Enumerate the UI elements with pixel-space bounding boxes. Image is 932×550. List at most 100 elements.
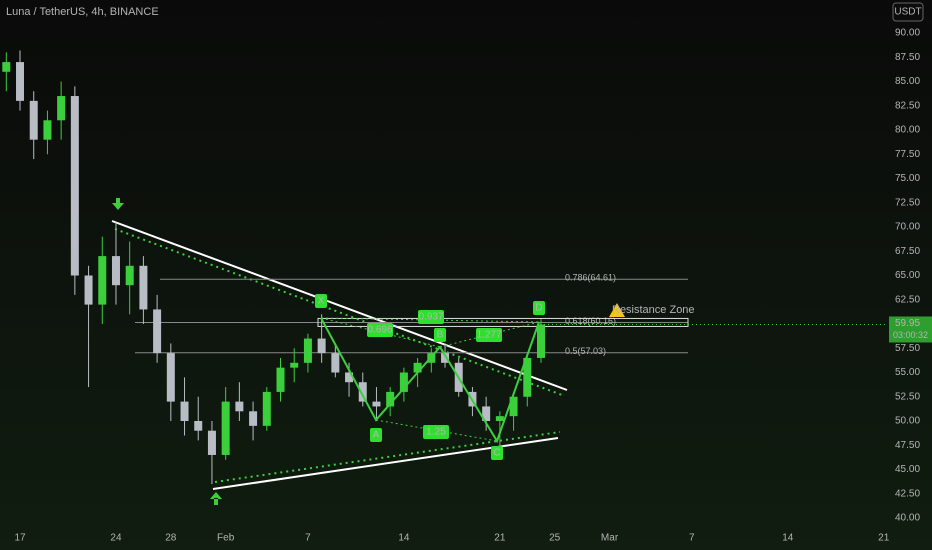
x-tick-label: 21 — [494, 533, 506, 544]
pattern-point-box — [491, 446, 503, 460]
candle-body — [262, 391, 271, 426]
fib-label: 0.786(64.61) — [565, 273, 616, 283]
x-tick-label: 25 — [549, 533, 561, 544]
x-tick-label: Feb — [217, 533, 235, 544]
candle-body — [166, 353, 175, 402]
candle-body — [482, 406, 491, 422]
last-price: 59.95 — [895, 318, 920, 329]
pattern-point-label: A — [373, 430, 380, 441]
candle-body — [207, 430, 216, 455]
candle-body — [345, 372, 354, 383]
y-tick-label: 70.00 — [895, 222, 920, 233]
currency-box — [892, 2, 924, 22]
pattern-ratio-box — [423, 425, 449, 439]
y-tick-label: 52.50 — [895, 391, 920, 402]
pattern-ratio-label: 1.25 — [426, 427, 446, 438]
y-tick-label: 57.50 — [895, 343, 920, 354]
x-tick-label: 24 — [110, 533, 122, 544]
plot: 40.00 42.50 45.00 47.50 50.00 52.50 55.00 57.50… — [2, 3, 920, 544]
fib-label: 0.5(57.03) — [565, 346, 606, 356]
zone-label: Resistance Zone — [612, 304, 695, 316]
candle-body — [29, 100, 38, 140]
candle-body — [290, 362, 299, 368]
pattern-ratio-box — [476, 328, 502, 342]
y-tick-label: 72.50 — [895, 197, 920, 208]
trendline-dotted — [214, 431, 561, 483]
candle-body — [536, 324, 545, 358]
resistance-zone — [317, 317, 689, 327]
y-tick-label: 50.00 — [895, 416, 920, 427]
y-tick-label: 80.00 — [895, 125, 920, 136]
candle-body — [303, 338, 312, 363]
candle-body — [57, 96, 66, 121]
candle-body — [139, 265, 148, 310]
pattern-ratio-label: 0.937 — [418, 312, 443, 323]
pattern-ratio-label: 1.277 — [476, 330, 501, 341]
fib-label: 0.618(60.16) — [565, 316, 616, 326]
candle-body — [153, 309, 162, 354]
pattern-ratio-box — [367, 323, 393, 337]
y-tick-label: 67.50 — [895, 246, 920, 257]
x-tick-label: 14 — [782, 533, 794, 544]
candle-body — [180, 401, 189, 422]
candle-body — [317, 338, 326, 354]
y-tick-label: 87.50 — [895, 52, 920, 63]
pattern-point-box — [370, 428, 382, 442]
candle-body — [523, 357, 532, 397]
pattern-ratio-box — [418, 310, 444, 324]
candle-body — [441, 353, 450, 363]
candle-body — [509, 396, 518, 417]
candle-body — [111, 256, 120, 286]
x-tick-label: 17 — [14, 533, 26, 544]
y-tick-label: 85.00 — [895, 76, 920, 87]
arrow-up — [210, 492, 222, 505]
pattern-point-label: D — [535, 303, 542, 314]
pattern-point-label: B — [437, 330, 444, 341]
candle-body — [125, 265, 134, 286]
chart-title: Luna / TetherUS, 4h, BINANCE — [6, 6, 159, 18]
y-tick-label: 47.50 — [895, 440, 920, 451]
candle-body — [16, 62, 25, 101]
pattern-point-label: X — [318, 296, 325, 307]
y-tick-label: 42.50 — [895, 488, 920, 499]
pattern-point-box — [315, 294, 327, 308]
candle-body — [495, 416, 504, 422]
trendline-dotted — [114, 228, 563, 396]
pattern-point-label: C — [493, 448, 500, 459]
x-tick-label: 7 — [689, 533, 695, 544]
candle-body — [358, 382, 367, 402]
x-tick-label: 21 — [878, 533, 890, 544]
candle-body — [399, 372, 408, 392]
y-tick-label: 65.00 — [895, 270, 920, 281]
candle-body — [43, 120, 52, 140]
candle-body — [331, 353, 340, 373]
y-tick-label: 90.00 — [895, 28, 920, 39]
candle-body — [413, 362, 422, 373]
x-tick-label: 14 — [398, 533, 410, 544]
countdown: 03:00:32 — [893, 330, 928, 340]
candle-body — [194, 421, 203, 431]
pattern-ratio-label: 0.696 — [367, 325, 392, 336]
candle-body — [386, 391, 395, 407]
candle-body — [276, 367, 285, 392]
currency: USDT — [894, 7, 921, 18]
y-tick-label: 75.00 — [895, 173, 920, 184]
y-tick-label: 45.00 — [895, 464, 920, 475]
last-price-tag — [889, 316, 932, 343]
candle-body — [2, 62, 11, 72]
arrow-down — [112, 198, 124, 210]
y-tick-label: 62.50 — [895, 294, 920, 305]
pattern-point-box — [533, 301, 545, 315]
candle-body — [372, 401, 381, 407]
candle-body — [84, 275, 93, 305]
y-tick-label: 77.50 — [895, 149, 920, 160]
candle-body — [98, 256, 107, 305]
pattern-ratio-line — [320, 317, 540, 323]
y-tick-label: 55.00 — [895, 367, 920, 378]
pattern-point-box — [434, 328, 446, 342]
x-tick-label: 7 — [305, 533, 311, 544]
trendline — [111, 220, 568, 391]
candle-body — [70, 96, 79, 276]
